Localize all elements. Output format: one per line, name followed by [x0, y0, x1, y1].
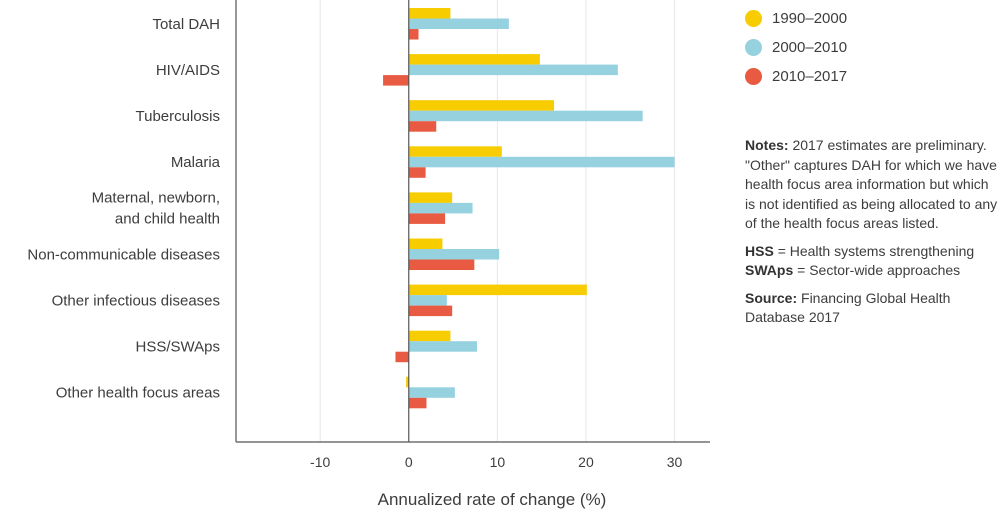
category-label: Non-communicable diseases	[27, 246, 220, 263]
swaps-text: = Sector-wide approaches	[797, 262, 961, 278]
category-label: and child health	[115, 211, 220, 228]
bar	[408, 146, 502, 157]
source-text: Financing Global Health Database 2017	[745, 289, 951, 326]
bar	[383, 75, 409, 86]
category-label: Tuberculosis	[136, 108, 220, 125]
x-axis-label: Annualized rate of change (%)	[378, 490, 607, 509]
x-tick-label: 20	[578, 454, 594, 470]
bar	[408, 295, 447, 306]
legend: 1990–2000 2000–2010 2010–2017	[745, 4, 847, 91]
bar	[395, 351, 409, 363]
bar	[408, 213, 446, 224]
legend-label: 2000–2010	[772, 39, 848, 56]
abbreviations: HSS = Health systems strengthening SWAps …	[745, 242, 998, 281]
bar	[408, 29, 419, 40]
legend-swatch	[745, 10, 762, 27]
notes-label: Notes:	[745, 137, 789, 153]
bar	[408, 249, 500, 260]
legend-label: 2010–2017	[772, 68, 848, 85]
bar	[408, 64, 618, 76]
x-tick-label: 0	[405, 454, 413, 470]
category-label: HSS/SWAps	[136, 338, 220, 355]
hss-abbr: HSS	[745, 242, 774, 259]
source-paragraph: Source: Financing Global Health Database…	[745, 289, 998, 328]
bar	[408, 54, 540, 65]
hss-text: = Health systems strengthening	[777, 242, 975, 259]
bar	[408, 284, 587, 296]
bar	[408, 156, 675, 168]
x-tick-label: -10	[310, 454, 330, 470]
category-label: Total DAH	[152, 16, 220, 33]
bar	[408, 192, 453, 203]
bar	[408, 330, 451, 342]
legend-swatch	[745, 68, 762, 85]
swaps-abbr: SWAps	[745, 262, 794, 278]
bar	[408, 8, 451, 19]
bar	[408, 167, 426, 178]
bar	[408, 202, 473, 214]
bar	[408, 100, 555, 111]
legend-swatch	[745, 39, 762, 56]
bar	[408, 397, 427, 409]
x-tick-label: 30	[667, 454, 683, 470]
category-label: HIV/AIDS	[156, 62, 220, 79]
source-label: Source:	[745, 289, 798, 306]
bar	[408, 18, 509, 29]
legend-item-1990-2000: 1990–2000	[745, 4, 847, 33]
legend-item-2000-2010: 2000–2010	[745, 33, 847, 62]
notes-paragraph: Notes: 2017 estimates are preliminary. "…	[745, 136, 998, 234]
bar	[408, 387, 455, 398]
notes-text: 2017 estimates are preliminary. "Other" …	[745, 137, 998, 231]
bar	[408, 238, 443, 249]
category-label: Other health focus areas	[56, 385, 220, 402]
category-label: Malaria	[171, 154, 221, 171]
bar	[406, 376, 409, 388]
notes-panel: Notes: 2017 estimates are preliminary. "…	[745, 136, 998, 336]
category-label: Other infectious diseases	[52, 292, 220, 309]
bar	[408, 121, 437, 132]
bar	[408, 305, 453, 317]
bar	[408, 110, 643, 122]
bar	[408, 341, 477, 352]
x-tick-label: 10	[490, 454, 506, 470]
bar	[408, 259, 475, 270]
legend-label: 1990–2000	[772, 10, 848, 27]
category-label: Maternal, newborn,	[92, 190, 220, 207]
legend-item-2010-2017: 2010–2017	[745, 62, 847, 91]
